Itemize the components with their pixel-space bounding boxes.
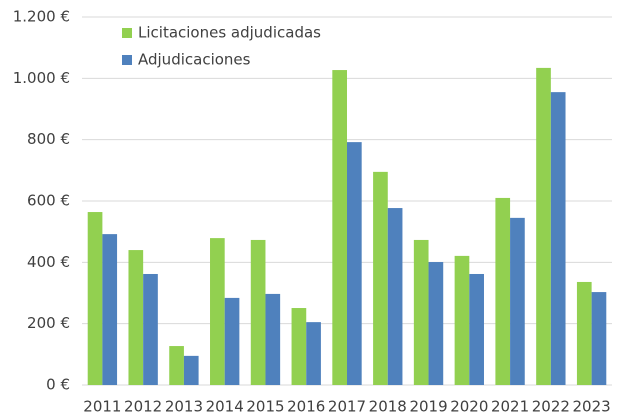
- bar: [454, 255, 470, 385]
- bar: [169, 346, 184, 385]
- x-tick-label: 2012: [124, 398, 162, 416]
- bar: [128, 250, 144, 385]
- bar: [550, 92, 566, 385]
- bar: [591, 292, 607, 385]
- bar: [87, 212, 103, 385]
- bar: [210, 238, 225, 385]
- bar: [428, 262, 444, 385]
- bar: [536, 67, 551, 385]
- y-tick-label: 1.000 €: [13, 69, 70, 87]
- y-tick-label: 800 €: [27, 130, 70, 148]
- bar: [373, 171, 388, 385]
- x-tick-label: 2021: [491, 398, 529, 416]
- x-tick-label: 2015: [246, 398, 284, 416]
- bar: [332, 70, 347, 385]
- legend-swatch: [122, 28, 132, 38]
- legend-label: Licitaciones adjudicadas: [138, 24, 321, 42]
- x-tick-label: 2023: [573, 398, 611, 416]
- x-tick-label: 2017: [328, 398, 366, 416]
- bar: [347, 142, 362, 385]
- bar: [250, 239, 266, 385]
- bar: [143, 273, 158, 385]
- bar: [224, 297, 240, 385]
- x-tick-label: 2013: [165, 398, 203, 416]
- bar: [495, 197, 511, 385]
- legend-label: Adjudicaciones: [138, 51, 251, 69]
- bar: [183, 355, 199, 385]
- y-tick-label: 600 €: [27, 192, 70, 210]
- legend-swatch: [122, 55, 132, 65]
- bar: [306, 322, 321, 385]
- bar: [469, 273, 484, 385]
- y-tick-label: 1.200 €: [13, 8, 70, 26]
- bar: [413, 239, 429, 385]
- x-tick-label: 2022: [532, 398, 570, 416]
- x-tick-label: 2011: [83, 398, 121, 416]
- bar: [102, 234, 118, 385]
- bar: [576, 281, 592, 385]
- x-tick-label: 2014: [206, 398, 244, 416]
- x-tick-label: 2020: [450, 398, 488, 416]
- x-tick-label: 2016: [287, 398, 325, 416]
- bar: [265, 293, 281, 385]
- bar: [291, 308, 307, 385]
- x-tick-label: 2018: [369, 398, 407, 416]
- y-tick-label: 400 €: [27, 253, 70, 271]
- y-tick-label: 200 €: [27, 314, 70, 332]
- y-tick-label: 0 €: [46, 376, 70, 394]
- x-tick-label: 2019: [409, 398, 447, 416]
- bar: [387, 208, 403, 385]
- bar: [510, 217, 525, 385]
